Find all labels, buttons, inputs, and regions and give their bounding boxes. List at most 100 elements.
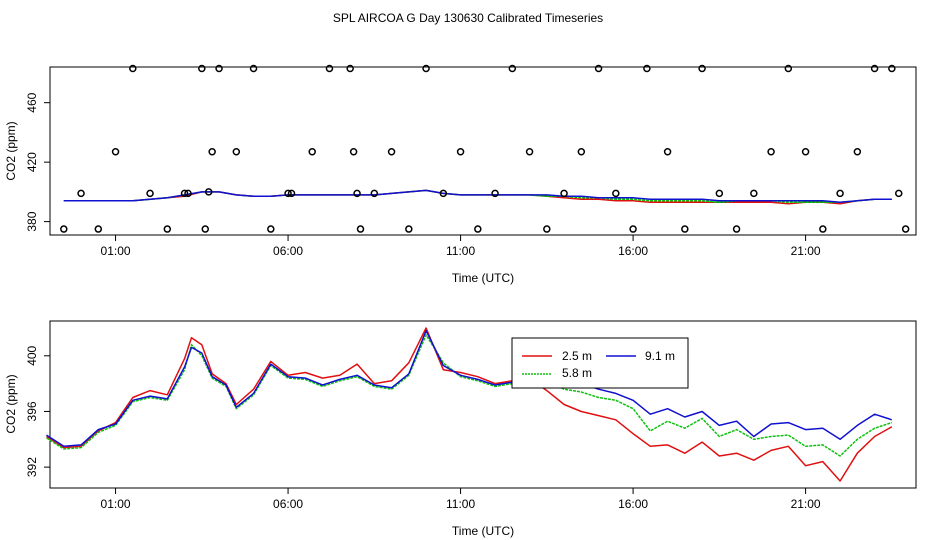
calibration-point: [287, 189, 296, 198]
calibration-point: [715, 189, 724, 198]
legend-label-5-8m: 5.8 m: [562, 366, 592, 380]
calibration-point: [163, 225, 172, 233]
y-axis-label: CO2 (ppm): [4, 374, 18, 433]
x-tick-label: 01:00: [101, 244, 131, 258]
figure-title: SPL AIRCOA G Day 130630 Calibrated Times…: [333, 11, 603, 25]
calibration-point: [198, 64, 206, 73]
calibration-point: [94, 225, 103, 233]
calibration-point: [422, 64, 430, 73]
series-lines: [46, 327, 893, 482]
legend-label-9-1m: 9.1 m: [645, 349, 675, 363]
calibration-point: [325, 64, 334, 73]
calibration-point: [819, 225, 827, 233]
calibration-point: [204, 188, 213, 196]
calibration-point: [698, 64, 706, 73]
calibration-point: [439, 189, 448, 198]
calibration-point: [560, 189, 568, 198]
calibration-point: [346, 64, 354, 73]
legend: 2.5 m 9.1 m 5.8 m: [511, 337, 689, 389]
calibration-point: [732, 225, 741, 233]
x-axis-ticks: 01:00 06:00 11:00 16:00 21:00: [101, 488, 821, 511]
calibration-point: [901, 225, 910, 233]
calibration-point: [491, 189, 499, 198]
y-tick-label: 392: [25, 457, 39, 477]
calibration-point: [853, 147, 862, 156]
y-axis-label: CO2 (ppm): [4, 121, 18, 180]
calibration-point: [370, 189, 379, 198]
calibration-point: [215, 64, 223, 73]
calibration-point: [353, 189, 361, 198]
calibration-markers: [60, 64, 910, 233]
plot-frame: [49, 66, 917, 236]
series-line-5-8-m: [46, 334, 893, 457]
x-tick-label: 16:00: [618, 244, 648, 258]
calibration-point: [60, 225, 68, 233]
calibration-point: [111, 147, 120, 156]
x-tick-label: 21:00: [791, 244, 821, 258]
x-tick-label: 21:00: [791, 497, 821, 511]
series-lines: [63, 189, 892, 205]
y-tick-label: 420: [25, 152, 39, 172]
calibration-point: [308, 147, 316, 156]
calibration-point: [784, 64, 793, 73]
plot-frame: [49, 320, 917, 489]
y-axis-ticks: 380 420 460: [25, 92, 50, 232]
legend-label-2-5m: 2.5 m: [562, 349, 592, 363]
x-tick-label: 11:00: [446, 244, 475, 258]
x-axis-label: Time (UTC): [452, 524, 514, 538]
calibration-point: [577, 147, 586, 156]
calibration-point: [356, 225, 365, 233]
calibration-point: [387, 147, 396, 156]
bottom-timeseries-panel: 01:00 06:00 11:00 16:00 21:00 392 396 400 Time…: [4, 320, 917, 538]
y-tick-label: 396: [25, 401, 39, 421]
calibration-point: [77, 189, 85, 198]
calibration-point: [681, 225, 689, 233]
y-tick-label: 460: [25, 92, 39, 112]
x-tick-label: 16:00: [618, 497, 648, 511]
y-axis-ticks: 392 396 400: [25, 345, 50, 477]
series-line-9-1-m: [63, 189, 892, 204]
x-tick-label: 06:00: [273, 244, 303, 258]
calibration-point: [612, 189, 620, 198]
calibration-point: [267, 225, 275, 233]
calibration-point: [146, 189, 154, 198]
calibration-point: [750, 189, 758, 198]
calibration-point: [284, 189, 292, 198]
calibration-point: [894, 189, 903, 198]
x-tick-label: 06:00: [273, 497, 303, 511]
x-tick-label: 01:00: [101, 497, 131, 511]
calibration-point: [543, 225, 551, 233]
x-axis-label: Time (UTC): [452, 271, 514, 285]
series-line-2-5-m: [46, 327, 893, 482]
calibration-point: [663, 147, 672, 156]
calibration-point: [208, 147, 216, 156]
calibration-point: [249, 64, 258, 73]
calibration-point: [129, 64, 137, 73]
calibration-point: [456, 147, 465, 156]
y-tick-label: 400: [25, 345, 39, 365]
y-tick-label: 380: [25, 211, 39, 231]
calibration-point: [525, 147, 534, 156]
calibration-point: [508, 64, 517, 73]
series-line-9-1-m: [46, 329, 893, 448]
calibration-point: [836, 189, 844, 198]
calibration-point: [184, 189, 192, 198]
calibration-point: [888, 64, 896, 73]
calibration-point: [474, 225, 482, 233]
calibration-point: [870, 64, 879, 73]
calibration-point: [629, 225, 637, 233]
top-timeseries-panel: 01:00 06:00 11:00 16:00 21:00 380 420 460 Time…: [4, 64, 917, 285]
calibration-point: [643, 64, 651, 73]
calibration-point: [232, 147, 241, 156]
calibration-point: [180, 189, 189, 198]
x-axis-ticks: 01:00 06:00 11:00 16:00 21:00: [101, 235, 821, 258]
calibration-point: [201, 225, 210, 233]
calibration-point: [594, 64, 603, 73]
calibration-point: [405, 225, 413, 233]
calibration-point: [349, 147, 358, 156]
calibration-point: [801, 147, 810, 156]
calibration-point: [767, 147, 775, 156]
x-tick-label: 11:00: [446, 497, 475, 511]
legend-box: [511, 337, 689, 389]
